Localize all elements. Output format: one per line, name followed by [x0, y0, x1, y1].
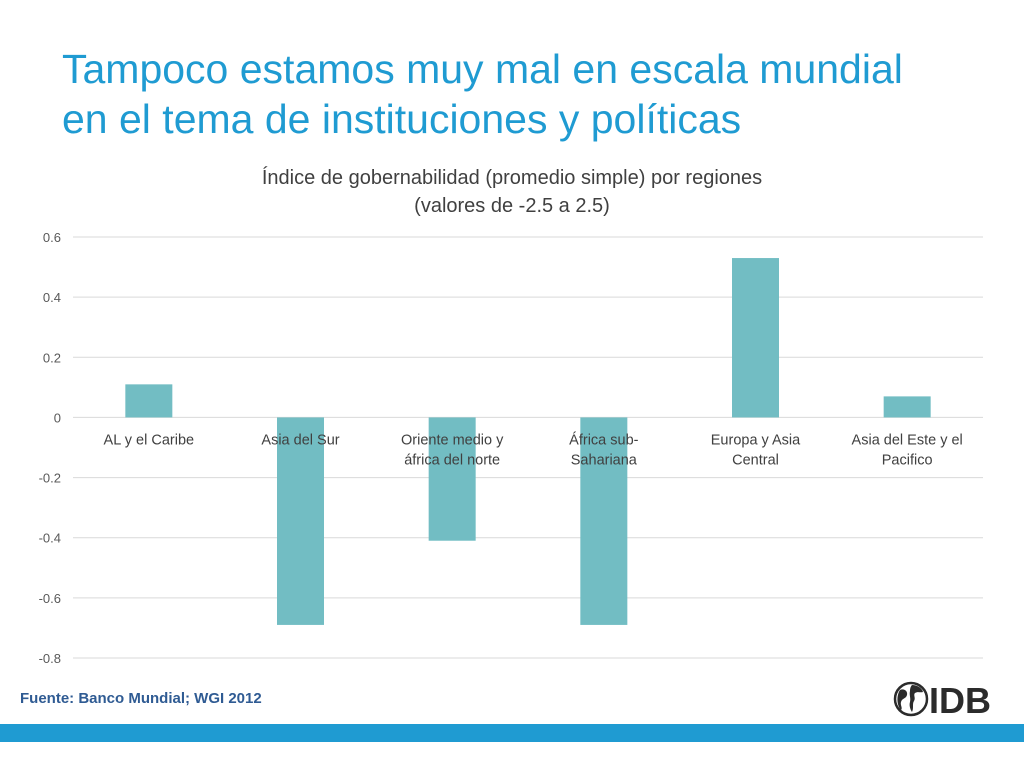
x-category-label: África sub- — [569, 431, 638, 448]
idb-logo-text: IDB — [929, 680, 991, 721]
x-category-label: Europa y Asia — [711, 432, 801, 448]
x-category-label: Oriente medio y — [401, 432, 504, 448]
y-tick-label: 0.4 — [43, 290, 61, 305]
y-tick-label: 0.6 — [43, 230, 61, 245]
bar — [580, 417, 628, 625]
bar-chart: 0.6 0.4 0.2 0 -0.2 -0.4 -0.6 -0.8 AL y el Caribe… — [39, 230, 983, 666]
x-category-label: AL y el Caribe — [104, 432, 195, 448]
bar — [277, 417, 324, 625]
bar — [732, 258, 779, 418]
y-tick-label: 0.2 — [43, 350, 61, 365]
bar — [428, 417, 476, 541]
source-note: Fuente: Banco Mundial; WGI 2012 — [20, 690, 262, 707]
chart-title-line1: Índice de gobernabilidad (promedio simpl… — [261, 167, 763, 189]
bar — [125, 384, 173, 418]
x-category-label: Asia del Este y el — [852, 432, 963, 448]
chart-title-line2: (valores de -2.5 a 2.5) — [414, 195, 610, 217]
y-tick-label: -0.8 — [39, 651, 61, 666]
bar — [883, 396, 931, 418]
globe-icon — [893, 681, 929, 717]
footer-bar — [0, 724, 1024, 742]
x-category-label: Central — [732, 452, 779, 468]
slide-title-line1: Tampoco estamos muy mal en escala mundia… — [62, 46, 903, 92]
y-tick-label: -0.6 — [39, 591, 61, 606]
y-tick-label: 0 — [54, 410, 61, 425]
chart-title: Índice de gobernabilidad (promedio simpl… — [0, 164, 1024, 220]
x-category-label: áfrica del norte — [404, 452, 500, 468]
slide-title: Tampoco estamos muy mal en escala mundia… — [62, 44, 982, 144]
x-category-label: Asia del Sur — [261, 432, 339, 448]
idb-logo: IDB — [893, 680, 991, 721]
y-tick-label: -0.2 — [39, 471, 61, 486]
slide-title-line2: en el tema de instituciones y políticas — [62, 96, 742, 142]
x-category-label: Pacifico — [882, 452, 933, 468]
y-tick-label: -0.4 — [39, 531, 61, 546]
x-category-label: Sahariana — [571, 452, 638, 468]
